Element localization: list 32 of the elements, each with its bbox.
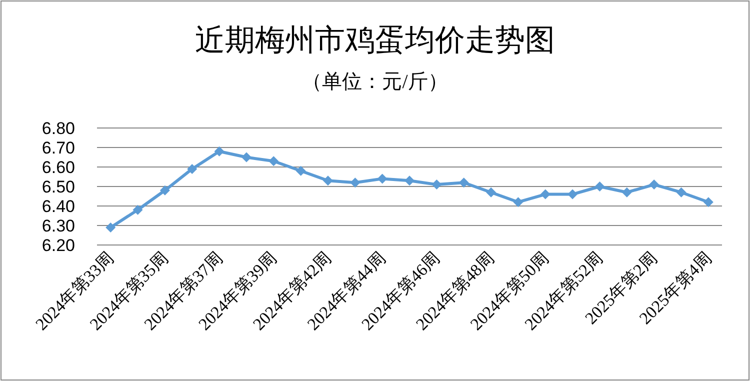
point: [513, 197, 524, 208]
chart-title: 近期梅州市鸡蛋均价走势图: [195, 24, 555, 57]
point: [296, 166, 306, 176]
point: [458, 178, 469, 188]
y-tick-label: 6.60: [42, 158, 75, 177]
point: [106, 222, 116, 232]
point: [160, 185, 170, 196]
point: [404, 176, 414, 186]
y-tick-label: 6.20: [42, 236, 75, 255]
point: [649, 180, 660, 190]
y-tick-label: 6.80: [42, 119, 75, 138]
point: [540, 189, 550, 200]
point: [214, 146, 224, 156]
point: [350, 178, 360, 188]
y-tick-label: 6.30: [42, 216, 75, 236]
y-tick-label: 6.40: [42, 197, 75, 216]
point: [622, 187, 632, 198]
point: [568, 189, 578, 200]
point: [268, 156, 279, 166]
point: [241, 152, 252, 162]
point: [322, 176, 333, 186]
point: [594, 182, 605, 192]
point: [676, 187, 686, 198]
point: [132, 204, 143, 215]
chart-subtitle: （单位：元/斤）: [302, 71, 448, 93]
y-tick-label: 6.50: [42, 178, 75, 196]
point: [377, 174, 388, 184]
point: [486, 187, 496, 198]
point: [432, 180, 442, 190]
y-tick-label: 6.70: [42, 138, 75, 158]
point: [187, 164, 198, 174]
point: [703, 197, 714, 208]
